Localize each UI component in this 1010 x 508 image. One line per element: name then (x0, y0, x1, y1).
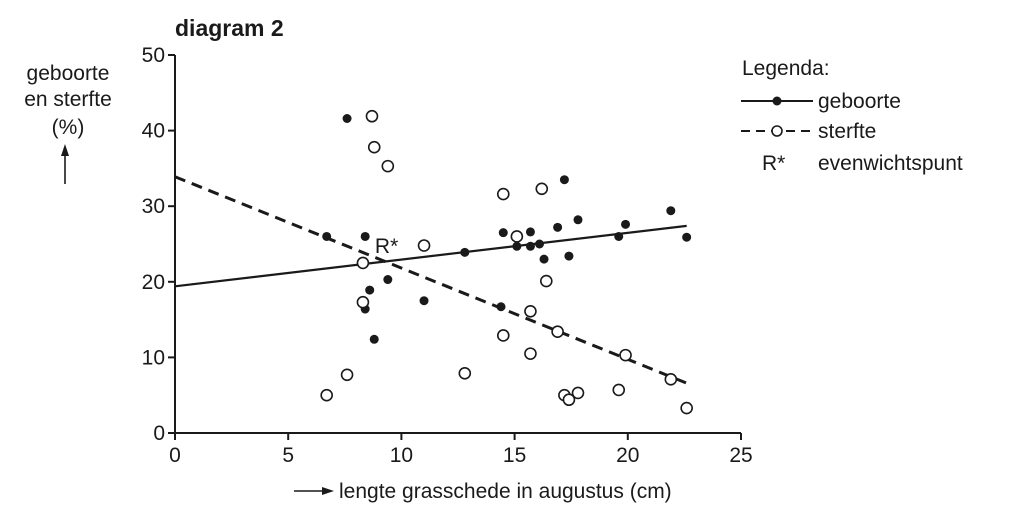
point-geboorte (614, 231, 624, 241)
point-sterfte (612, 383, 626, 397)
y-axis-arrow-icon (61, 144, 69, 184)
point-geboorte (365, 285, 375, 295)
point-sterfte (496, 187, 510, 201)
point-sterfte (664, 373, 678, 386)
point-sterfte (356, 295, 370, 309)
point-geboorte (369, 334, 379, 344)
legend: Legenda: geboorte sterfte R* evenwichtsp… (741, 57, 963, 175)
y-tick-label: 0 (153, 422, 165, 445)
point-sterfte (340, 368, 354, 382)
y-axis-label-line-3: (%) (52, 116, 85, 139)
trend-line-geboorte (174, 224, 687, 288)
point-geboorte (496, 302, 506, 312)
point-sterfte (510, 230, 524, 243)
point-sterfte (496, 329, 510, 342)
point-sterfte (535, 182, 549, 196)
legend-sterfte-swatch (741, 125, 813, 137)
point-sterfte (680, 401, 693, 415)
equilibrium-label: R* (375, 235, 398, 258)
point-sterfte (571, 386, 585, 400)
x-tick-label: 25 (729, 444, 752, 467)
point-geboorte (525, 227, 535, 237)
x-axis-arrow-icon (294, 487, 334, 495)
point-geboorte (512, 241, 522, 251)
x-tick-label: 5 (282, 444, 294, 467)
point-sterfte (551, 325, 564, 338)
legend-r-star-label: evenwichtspunt (818, 152, 963, 175)
point-sterfte (381, 159, 395, 173)
point-geboorte (564, 251, 574, 261)
point-geboorte (360, 231, 370, 241)
point-geboorte (621, 219, 631, 229)
point-sterfte (562, 393, 576, 407)
point-geboorte (553, 222, 563, 232)
point-sterfte (524, 304, 537, 318)
point-geboorte (460, 247, 470, 257)
y-tick-label: 50 (142, 44, 165, 67)
chart-title: diagram 2 (175, 15, 284, 41)
y-tick-label: 10 (142, 346, 165, 369)
x-tick-label: 15 (503, 444, 526, 467)
y-tick-label: 20 (142, 271, 165, 294)
point-geboorte (525, 241, 535, 251)
point-sterfte (619, 348, 632, 362)
y-axis-label-line-1: geboorte (27, 62, 110, 85)
x-tick-label: 20 (616, 444, 639, 467)
point-sterfte (417, 239, 431, 252)
axis-ticks: 0 10 20 30 40 50 0 5 10 15 20 25 (142, 44, 753, 467)
point-sterfte (458, 366, 472, 380)
point-geboorte (322, 231, 332, 241)
legend-r-star-symbol: R* (762, 152, 785, 175)
point-geboorte (419, 296, 429, 306)
y-tick-label: 40 (142, 120, 165, 143)
point-geboorte (682, 232, 692, 242)
y-axis-label-line-2: en sterfte (24, 88, 112, 111)
x-tick-label: 0 (169, 444, 181, 467)
point-geboorte (535, 239, 545, 249)
point-sterfte (320, 388, 333, 402)
point-sterfte (367, 140, 381, 154)
x-axis-label: lengte grasschede in augustus (cm) (339, 480, 672, 503)
point-geboorte (539, 254, 549, 264)
point-sterfte (365, 109, 379, 123)
trend-line-sterfte (174, 175, 688, 385)
point-geboorte (342, 114, 352, 124)
point-sterfte (539, 274, 553, 288)
legend-geboorte-swatch (741, 96, 813, 106)
point-geboorte (383, 275, 393, 285)
point-geboorte (666, 206, 676, 216)
point-geboorte (559, 175, 569, 185)
equilibrium-point (356, 256, 370, 270)
legend-sterfte-label: sterfte (818, 120, 876, 143)
legend-geboorte-label: geboorte (818, 90, 901, 113)
point-sterfte (524, 347, 537, 360)
y-tick-label: 30 (142, 195, 165, 218)
x-tick-label: 10 (390, 444, 413, 467)
plot-area: R* (174, 109, 693, 415)
point-geboorte (498, 228, 508, 238)
legend-title: Legenda: (742, 57, 830, 80)
point-geboorte (573, 215, 583, 225)
